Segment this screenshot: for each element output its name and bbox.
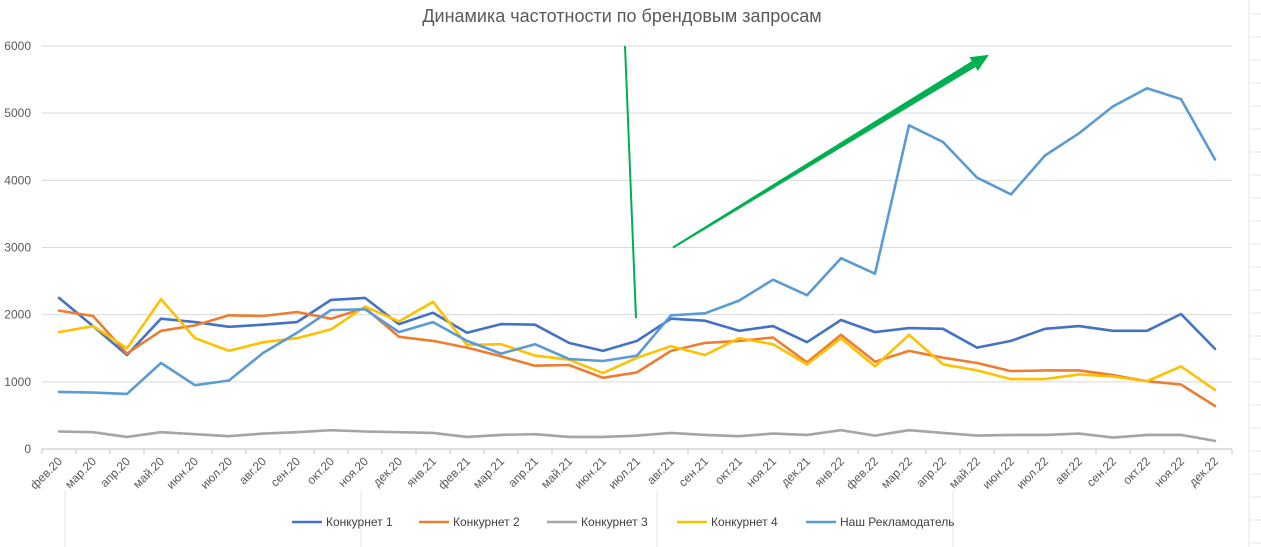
x-tick-label: апр.22 — [913, 454, 949, 490]
y-tick-label: 2000 — [4, 308, 31, 322]
annotations — [624, 45, 989, 319]
gridlines — [42, 45, 1232, 450]
x-tick-label: май.21 — [538, 454, 575, 491]
x-tick-label: янв.22 — [812, 454, 848, 490]
series-line — [57, 87, 1217, 396]
x-tick-label: апр.21 — [505, 454, 541, 490]
x-tick-label: мар.20 — [62, 454, 99, 491]
x-tick-label: сен.21 — [676, 454, 712, 490]
x-tick-label: ноя.20 — [335, 454, 371, 490]
x-tick-label: дек.21 — [778, 454, 813, 489]
x-tick-label: авг.21 — [644, 454, 677, 487]
legend-label: Наш Рекламодатель — [840, 515, 954, 529]
x-tick-label: июл.22 — [1014, 454, 1052, 492]
y-tick-label: 0 — [24, 442, 31, 456]
x-tick-label: мар.22 — [878, 454, 915, 491]
series-line — [57, 428, 1217, 443]
x-tick-label: авг.20 — [236, 454, 269, 487]
y-axis-ticks: 0 1000 2000 3000 4000 5000 6000 — [4, 39, 31, 456]
y-tick-label: 6000 — [4, 39, 31, 53]
y-tick-label: 1000 — [4, 375, 31, 389]
annotation-arrow-head — [969, 54, 989, 71]
x-tick-label: фев.20 — [27, 454, 65, 492]
series-line — [57, 296, 1217, 357]
x-tick-label: ноя.21 — [743, 454, 779, 490]
x-tick-label: дек.22 — [1186, 454, 1221, 489]
x-tick-label: ноя.22 — [1151, 454, 1187, 490]
legend-label: Конкурнет 4 — [711, 515, 778, 529]
x-tick-label: окт.20 — [304, 454, 337, 487]
legend: Конкурнет 1 Конкурнет 2 Конкурнет 3 Конкурн… — [292, 515, 954, 529]
chart-title: Динамика частотности по брендовым запрос… — [422, 6, 821, 26]
x-tick-label: июн.21 — [572, 454, 610, 492]
x-tick-label: янв.21 — [404, 454, 440, 490]
y-tick-label: 3000 — [4, 241, 31, 255]
x-tick-label: дек.20 — [370, 454, 405, 489]
x-tick-label: апр.20 — [97, 454, 133, 490]
x-tick-label: мар.21 — [470, 454, 507, 491]
x-tick-label: окт.21 — [712, 454, 745, 487]
x-tick-label: авг.22 — [1052, 454, 1085, 487]
x-tick-label: фев.22 — [843, 454, 881, 492]
legend-label: Конкурнет 2 — [453, 515, 520, 529]
legend-label: Конкурнет 3 — [581, 515, 648, 529]
x-tick-label: сен.22 — [1084, 454, 1120, 490]
x-tick-label: июл.21 — [606, 454, 644, 492]
x-tick-label: май.22 — [946, 454, 983, 491]
x-tick-label: июл.20 — [198, 454, 236, 492]
x-tick-label: июн.20 — [164, 454, 202, 492]
series-lines — [57, 87, 1217, 443]
y-tick-label: 4000 — [4, 173, 31, 187]
x-tick-label: сен.20 — [268, 454, 304, 490]
y-tick-label: 5000 — [4, 106, 31, 120]
sheet-background — [64, 0, 1261, 547]
series-line — [57, 297, 1217, 392]
legend-label: Конкурнет 1 — [326, 515, 393, 529]
x-tick-label: июн.22 — [980, 454, 1018, 492]
annotation-trend-arrow — [672, 61, 976, 249]
series-line — [57, 306, 1217, 408]
x-tick-label: окт.22 — [1120, 454, 1153, 487]
x-tick-label: май.20 — [130, 454, 167, 491]
annotation-vertical-line — [624, 45, 637, 319]
x-tick-label: фев.21 — [435, 454, 473, 492]
